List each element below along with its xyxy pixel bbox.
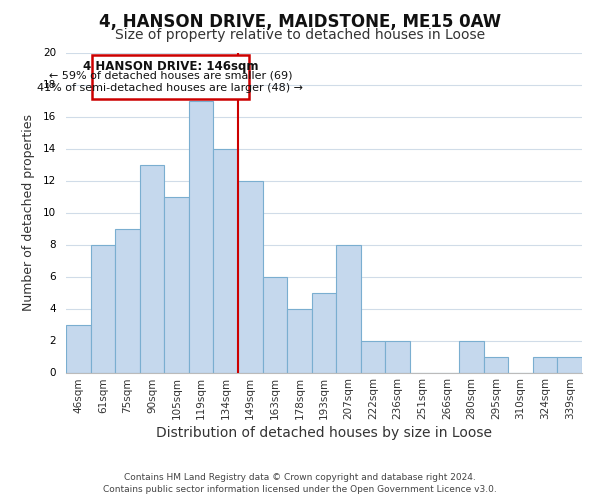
- Bar: [459, 340, 484, 372]
- Text: Size of property relative to detached houses in Loose: Size of property relative to detached ho…: [115, 28, 485, 42]
- Text: ← 59% of detached houses are smaller (69): ← 59% of detached houses are smaller (69…: [49, 71, 292, 81]
- X-axis label: Distribution of detached houses by size in Loose: Distribution of detached houses by size …: [156, 426, 492, 440]
- Text: Contains HM Land Registry data © Crown copyright and database right 2024.
Contai: Contains HM Land Registry data © Crown c…: [103, 472, 497, 494]
- Bar: [385, 340, 410, 372]
- Bar: [263, 276, 287, 372]
- Bar: [66, 324, 91, 372]
- Bar: [238, 180, 263, 372]
- Text: 41% of semi-detached houses are larger (48) →: 41% of semi-detached houses are larger (…: [37, 83, 304, 93]
- Bar: [91, 244, 115, 372]
- Text: 4, HANSON DRIVE, MAIDSTONE, ME15 0AW: 4, HANSON DRIVE, MAIDSTONE, ME15 0AW: [99, 12, 501, 30]
- Bar: [533, 356, 557, 372]
- Bar: [287, 308, 312, 372]
- Bar: [164, 196, 189, 372]
- Bar: [557, 356, 582, 372]
- Bar: [312, 292, 336, 372]
- Bar: [361, 340, 385, 372]
- Y-axis label: Number of detached properties: Number of detached properties: [22, 114, 35, 311]
- Bar: [214, 148, 238, 372]
- Bar: [115, 228, 140, 372]
- Bar: [189, 100, 214, 372]
- Text: 4 HANSON DRIVE: 146sqm: 4 HANSON DRIVE: 146sqm: [83, 60, 258, 72]
- Bar: [484, 356, 508, 372]
- Bar: [140, 164, 164, 372]
- Bar: [336, 244, 361, 372]
- FancyBboxPatch shape: [92, 55, 249, 99]
